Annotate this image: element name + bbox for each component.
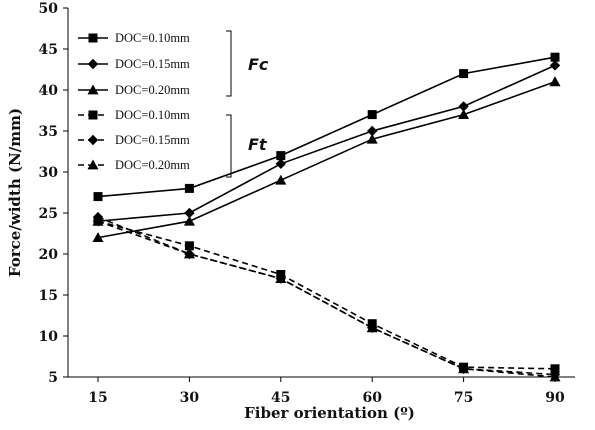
data-point bbox=[549, 60, 561, 71]
legend-entry: DOC=0.20mm bbox=[78, 83, 190, 97]
data-point bbox=[275, 158, 286, 169]
bracket-line bbox=[226, 30, 232, 97]
legend-label: DOC=0.10mm bbox=[115, 31, 190, 45]
data-point bbox=[550, 364, 560, 374]
legend-marker bbox=[87, 159, 99, 170]
data-point bbox=[550, 52, 560, 62]
data-point bbox=[366, 133, 378, 144]
y-tick-label: 45 bbox=[39, 42, 58, 58]
y-tick-label: 15 bbox=[39, 288, 58, 304]
legend-marker bbox=[87, 84, 99, 95]
legend-label: DOC=0.15mm bbox=[115, 133, 190, 147]
data-point bbox=[92, 232, 104, 242]
data-point bbox=[458, 101, 469, 112]
x-axis-title: Fiber orientation (º) bbox=[244, 404, 415, 422]
data-point bbox=[184, 241, 194, 251]
series-line bbox=[97, 56, 556, 198]
y-tick-label: 35 bbox=[39, 124, 58, 140]
legend-label: DOC=0.20mm bbox=[115, 158, 190, 172]
y-tick-label: 25 bbox=[39, 206, 58, 222]
x-tick-labels: 15 30 45 60 75 90 bbox=[88, 377, 565, 406]
x-tick-label: 30 bbox=[180, 390, 200, 406]
legend-label: DOC=0.20mm bbox=[115, 83, 190, 97]
legend-marker bbox=[88, 33, 98, 43]
y-tick-label: 20 bbox=[39, 247, 59, 263]
x-tick-label: 15 bbox=[88, 390, 107, 406]
x-tick-label: 45 bbox=[271, 390, 290, 406]
data-point bbox=[184, 183, 194, 193]
group-bracket-ft: Ft bbox=[226, 114, 268, 178]
data-point bbox=[183, 215, 195, 226]
data-point bbox=[366, 322, 378, 333]
y-tick-labels: 5 10 15 20 25 30 35 40 45 50 bbox=[39, 1, 68, 386]
legend-label: DOC=0.15mm bbox=[115, 57, 190, 71]
legend-entry: DOC=0.10mm bbox=[78, 108, 190, 122]
data-point bbox=[275, 273, 287, 283]
series-fc-triangle bbox=[92, 76, 561, 242]
data-point bbox=[275, 174, 287, 185]
y-tick-label: 5 bbox=[48, 370, 58, 386]
group-label: Fc bbox=[248, 55, 269, 74]
series-ft-diamond bbox=[92, 211, 561, 380]
series-line bbox=[97, 220, 556, 378]
data-point bbox=[183, 248, 195, 259]
data-point bbox=[184, 207, 195, 219]
series-line bbox=[97, 216, 556, 376]
legend-marker bbox=[88, 110, 98, 120]
x-tick-label: 90 bbox=[545, 390, 565, 406]
series-line bbox=[97, 81, 556, 239]
series-fc-square bbox=[93, 52, 560, 202]
data-point bbox=[276, 151, 286, 161]
y-tick-label: 40 bbox=[39, 83, 59, 99]
x-tick-label: 60 bbox=[362, 390, 382, 406]
data-point bbox=[458, 109, 470, 119]
data-point bbox=[549, 76, 561, 87]
axes bbox=[67, 8, 575, 378]
legend-marker bbox=[87, 134, 99, 146]
series-ft-square bbox=[93, 216, 560, 374]
legend-entry: DOC=0.15mm bbox=[78, 133, 190, 147]
data-point bbox=[92, 215, 104, 226]
y-tick-label: 10 bbox=[39, 329, 59, 345]
data-point bbox=[458, 363, 470, 374]
group-bracket-fc: Fc bbox=[226, 30, 269, 97]
legend: DOC=0.10mm DOC=0.15mm DOC=0.20mm DOC=0.10mm… bbox=[78, 30, 269, 178]
series-layer bbox=[92, 52, 561, 382]
y-tick-label: 50 bbox=[39, 1, 59, 17]
legend-marker bbox=[87, 58, 99, 70]
bracket-line bbox=[226, 114, 232, 178]
series-line bbox=[97, 64, 556, 222]
legend-entry: DOC=0.10mm bbox=[78, 31, 190, 45]
group-label: Ft bbox=[248, 135, 268, 154]
legend-entry: DOC=0.20mm bbox=[78, 158, 190, 172]
series-ft-triangle bbox=[92, 215, 561, 382]
data-point bbox=[549, 371, 561, 382]
data-point bbox=[367, 125, 378, 137]
data-point bbox=[367, 110, 377, 120]
series-line bbox=[97, 220, 556, 370]
data-point bbox=[93, 192, 103, 202]
data-point bbox=[459, 69, 469, 79]
y-axis-title: Force/width (N/mm) bbox=[6, 108, 24, 277]
y-tick-label: 30 bbox=[39, 165, 59, 181]
legend-label: DOC=0.10mm bbox=[115, 108, 190, 122]
legend-entry: DOC=0.15mm bbox=[78, 57, 190, 71]
x-tick-label: 75 bbox=[454, 390, 473, 406]
